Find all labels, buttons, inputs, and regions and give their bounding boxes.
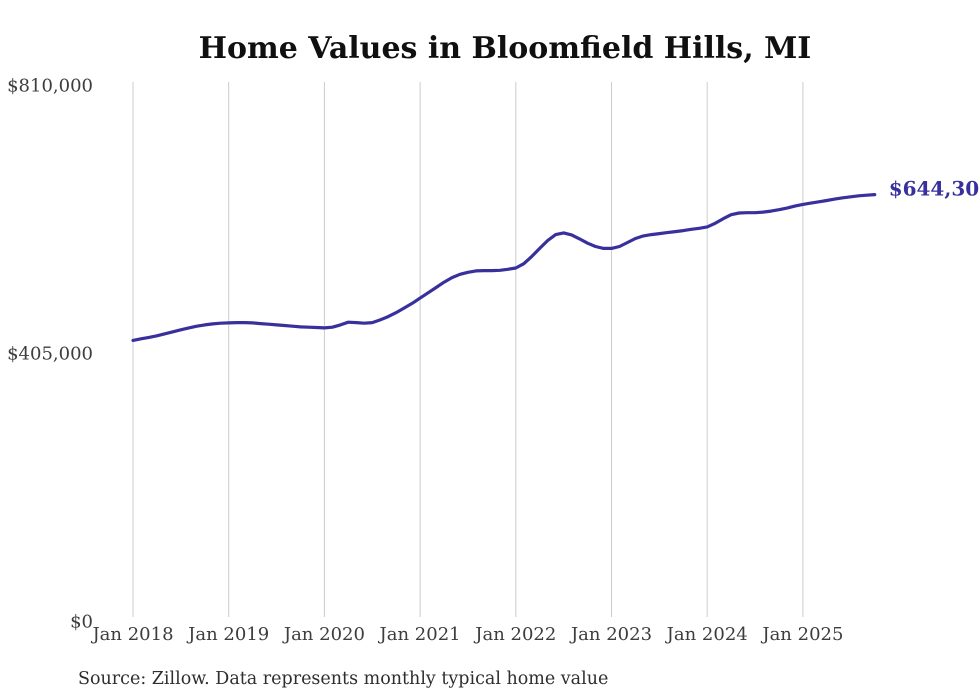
x-tick-label: Jan 2022 <box>473 624 556 645</box>
chart-title: Home Values in Bloomfield Hills, MI <box>199 31 812 66</box>
y-tick-label: $810,000 <box>7 76 93 97</box>
home-value-line <box>131 193 877 342</box>
source-note: Source: Zillow. Data represents monthly … <box>78 669 608 689</box>
x-tick-label: Jan 2019 <box>186 624 269 645</box>
gridlines <box>132 82 804 617</box>
x-axis-labels: Jan 2018 Jan 2019 Jan 2020 Jan 2021 Jan 2022… <box>90 624 843 645</box>
x-tick-label: Jan 2023 <box>569 624 652 645</box>
x-tick-label: Jan 2025 <box>760 624 843 645</box>
current-value-label: $644,308 <box>889 177 980 201</box>
y-axis-labels: $0 $405,000 $810,000 <box>7 76 93 633</box>
x-tick-label: Jan 2018 <box>90 624 173 645</box>
x-tick-label: Jan 2021 <box>378 624 461 645</box>
x-tick-label: Jan 2024 <box>665 624 748 645</box>
x-tick-label: Jan 2020 <box>282 624 365 645</box>
y-tick-label: $405,000 <box>7 344 93 365</box>
y-tick-label: $0 <box>70 612 93 633</box>
